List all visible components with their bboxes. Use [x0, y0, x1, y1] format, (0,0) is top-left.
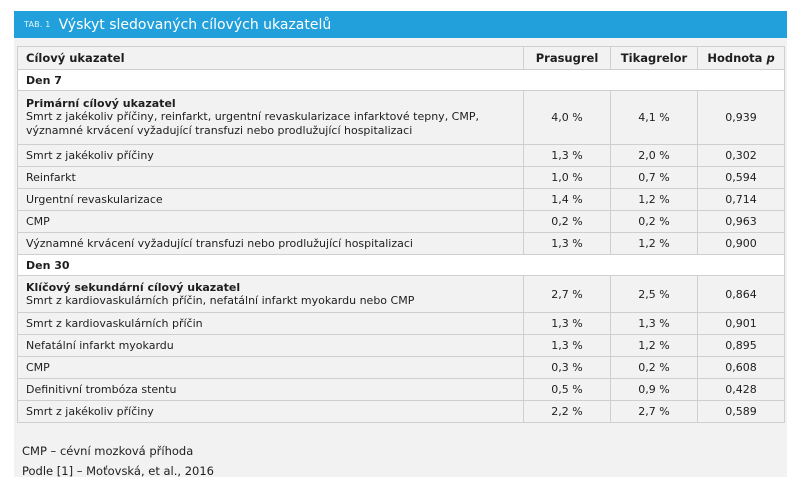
table-row: Klíčový sekundární cílový ukazatel Smrt … [17, 275, 785, 313]
p-value-cell: 0,963 [697, 210, 785, 233]
prasugrel-cell: 1,0 % [523, 166, 611, 189]
p-value-cell: 0,594 [697, 166, 785, 189]
p-value-cell: 0,714 [697, 188, 785, 211]
tikagrelor-cell: 0,7 % [610, 166, 698, 189]
endpoint-label: Významné krvácení vyžadující transfuzi n… [17, 232, 524, 255]
table-row: CMP 0,3 % 0,2 % 0,608 [17, 356, 785, 379]
tikagrelor-cell: 1,2 % [610, 232, 698, 255]
prasugrel-cell: 2,7 % [523, 275, 611, 313]
prasugrel-cell: 0,2 % [523, 210, 611, 233]
tikagrelor-cell: 0,9 % [610, 378, 698, 401]
table-header-row: Cílový ukazatel Prasugrel Tikagrelor Hod… [17, 46, 785, 70]
table-row: Významné krvácení vyžadující transfuzi n… [17, 232, 785, 255]
p-value-cell: 0,895 [697, 334, 785, 357]
endpoint-label: Smrt z jakékoliv příčiny [17, 400, 524, 423]
endpoint-label: Smrt z jakékoliv příčiny [17, 144, 524, 167]
endpoint-title: Primární cílový ukazatel [26, 97, 176, 110]
table-title: Výskyt sledovaných cílových ukazatelů [58, 16, 332, 33]
tikagrelor-cell: 2,7 % [610, 400, 698, 423]
p-value-cell: 0,864 [697, 275, 785, 313]
prasugrel-cell: 2,2 % [523, 400, 611, 423]
prasugrel-cell: 1,3 % [523, 334, 611, 357]
prasugrel-cell: 4,0 % [523, 90, 611, 145]
tikagrelor-cell: 4,1 % [610, 90, 698, 145]
col-header-endpoint: Cílový ukazatel [17, 46, 524, 70]
tikagrelor-cell: 0,2 % [610, 210, 698, 233]
endpoint-label: Smrt z jakékoliv příčiny, reinfarkt, urg… [26, 110, 479, 137]
endpoints-table: Cílový ukazatel Prasugrel Tikagrelor Hod… [17, 46, 785, 423]
table-row: Reinfarkt 1,0 % 0,7 % 0,594 [17, 166, 785, 189]
prasugrel-cell: 1,3 % [523, 144, 611, 167]
table-footnotes: CMP – cévní mozková příhoda Podle [1] – … [22, 441, 214, 481]
prasugrel-cell: 0,5 % [523, 378, 611, 401]
table-row: CMP 0,2 % 0,2 % 0,963 [17, 210, 785, 233]
col-header-p-value: Hodnota p [697, 46, 785, 70]
endpoint-cell: Primární cílový ukazatel Smrt z jakékoli… [17, 90, 524, 145]
tikagrelor-cell: 2,0 % [610, 144, 698, 167]
table-number: TAB. 1 [24, 20, 51, 29]
source-note: Podle [1] – Moťovská, et al., 2016 [22, 464, 214, 478]
endpoint-label: Definitivní trombóza stentu [17, 378, 524, 401]
table-row: Definitivní trombóza stentu 0,5 % 0,9 % … [17, 378, 785, 401]
endpoint-label: CMP [17, 356, 524, 379]
p-value-cell: 0,900 [697, 232, 785, 255]
tikagrelor-cell: 0,2 % [610, 356, 698, 379]
p-value-cell: 0,939 [697, 90, 785, 145]
endpoint-label: Urgentní revaskularizace [17, 188, 524, 211]
p-value-cell: 0,428 [697, 378, 785, 401]
endpoint-title: Klíčový sekundární cílový ukazatel [26, 280, 241, 294]
endpoint-label: Nefatální infarkt myokardu [17, 334, 524, 357]
col-header-prasugrel: Prasugrel [523, 46, 611, 70]
endpoint-label: Smrt z kardiovaskulárních příčin [17, 312, 524, 335]
prasugrel-cell: 1,3 % [523, 232, 611, 255]
p-value-cell: 0,302 [697, 144, 785, 167]
abbreviation-note: CMP – cévní mozková příhoda [22, 444, 194, 458]
prasugrel-cell: 1,3 % [523, 312, 611, 335]
p-value-cell: 0,901 [697, 312, 785, 335]
p-value-cell: 0,608 [697, 356, 785, 379]
p-value-cell: 0,589 [697, 400, 785, 423]
endpoint-label: Smrt z kardiovaskulárních příčin, nefatá… [26, 293, 415, 307]
section-label-day30: Den 30 [17, 254, 785, 276]
tikagrelor-cell: 1,2 % [610, 188, 698, 211]
table-row: Urgentní revaskularizace 1,4 % 1,2 % 0,7… [17, 188, 785, 211]
table-row: Smrt z jakékoliv příčiny 2,2 % 2,7 % 0,5… [17, 400, 785, 423]
section-row-day7: Den 7 [17, 69, 785, 91]
endpoint-label: CMP [17, 210, 524, 233]
tikagrelor-cell: 1,2 % [610, 334, 698, 357]
table-row: Nefatální infarkt myokardu 1,3 % 1,2 % 0… [17, 334, 785, 357]
tikagrelor-cell: 1,3 % [610, 312, 698, 335]
col-header-p-value-text: Hodnota [707, 51, 767, 65]
table-row: Primární cílový ukazatel Smrt z jakékoli… [17, 90, 785, 145]
table-row: Smrt z jakékoliv příčiny 1,3 % 2,0 % 0,3… [17, 144, 785, 167]
col-header-tikagrelor: Tikagrelor [610, 46, 698, 70]
prasugrel-cell: 1,4 % [523, 188, 611, 211]
table-row: Smrt z kardiovaskulárních příčin 1,3 % 1… [17, 312, 785, 335]
section-row-day30: Den 30 [17, 254, 785, 276]
endpoint-label: Reinfarkt [17, 166, 524, 189]
endpoint-cell: Klíčový sekundární cílový ukazatel Smrt … [17, 275, 524, 313]
prasugrel-cell: 0,3 % [523, 356, 611, 379]
table-panel: TAB. 1 Výskyt sledovaných cílových ukaza… [14, 11, 787, 478]
table-title-bar: TAB. 1 Výskyt sledovaných cílových ukaza… [14, 11, 787, 38]
tikagrelor-cell: 2,5 % [610, 275, 698, 313]
col-header-p-symbol: p [766, 51, 775, 65]
section-label-day7: Den 7 [17, 69, 785, 91]
